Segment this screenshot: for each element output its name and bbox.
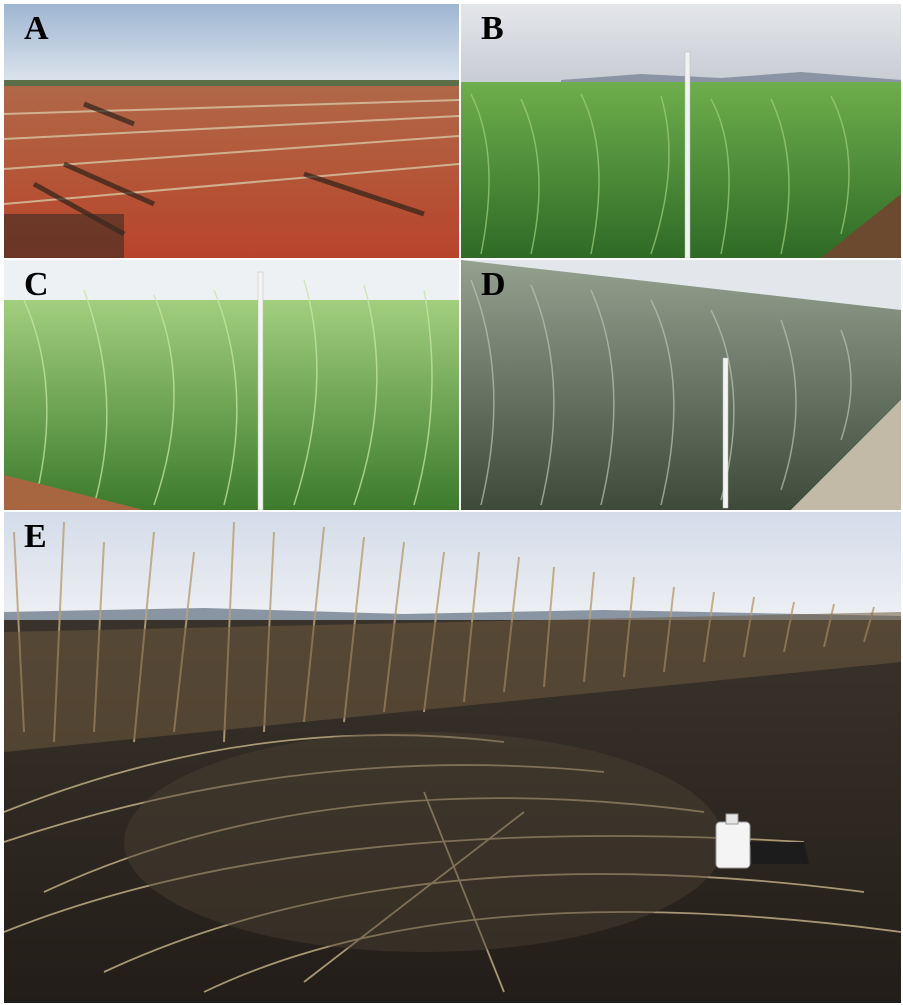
photo-panel-d: D [461, 260, 901, 510]
panel-label-d: D [481, 266, 506, 303]
photo-panel-e: E [4, 512, 901, 1003]
panel-label-e: E [24, 518, 47, 555]
photo-panel-b: B [461, 4, 901, 258]
panel-label-b: B [481, 10, 504, 47]
panel-label-c: C [24, 266, 49, 303]
photo-burnt-sugarcane [4, 512, 901, 1003]
photo-panel-c: C [4, 260, 459, 510]
photo-panel-a: A [4, 4, 459, 258]
panel-label-a: A [24, 10, 49, 47]
photo-harvested-field [4, 4, 459, 258]
photo-tall-sugarcane [4, 260, 459, 510]
photo-mature-sugarcane [461, 260, 901, 510]
photo-young-sugarcane [461, 4, 901, 258]
